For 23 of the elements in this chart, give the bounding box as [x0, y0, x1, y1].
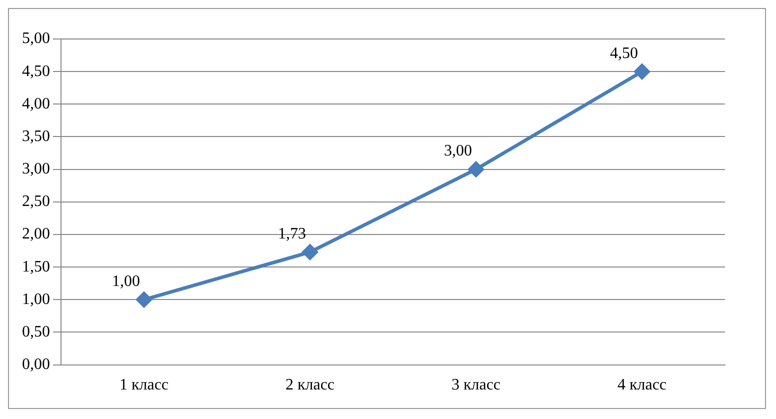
y-tick-label: 3,50 — [22, 128, 50, 145]
y-tick-label: 4,50 — [22, 62, 50, 80]
y-tick-label: 2,50 — [22, 193, 50, 210]
point — [136, 292, 152, 308]
y-tick-label: 0,50 — [22, 323, 50, 340]
x-tick-label: 1 класс — [119, 376, 169, 394]
data-label: 1,73 — [278, 225, 306, 242]
x-tick-label: 3 класс — [451, 376, 501, 394]
y-tick-label: 4,00 — [22, 95, 50, 112]
data-label: 4,50 — [610, 44, 638, 62]
y-tick-label: 3,00 — [22, 160, 50, 178]
data-label: 3,00 — [444, 142, 472, 160]
y-tick-label: 2,00 — [22, 226, 50, 243]
x-tick-label: 4 класс — [617, 376, 667, 394]
y-tick-label: 1,50 — [22, 258, 50, 276]
point — [302, 244, 318, 260]
point — [468, 162, 484, 178]
data-label: 1,00 — [112, 272, 140, 290]
y-tick-label: 0,00 — [22, 356, 50, 374]
y-tick-label: 5,00 — [22, 30, 50, 48]
point — [634, 64, 650, 80]
x-tick-label: 2 класс — [285, 376, 335, 394]
y-tick-label: 1,00 — [22, 290, 50, 308]
